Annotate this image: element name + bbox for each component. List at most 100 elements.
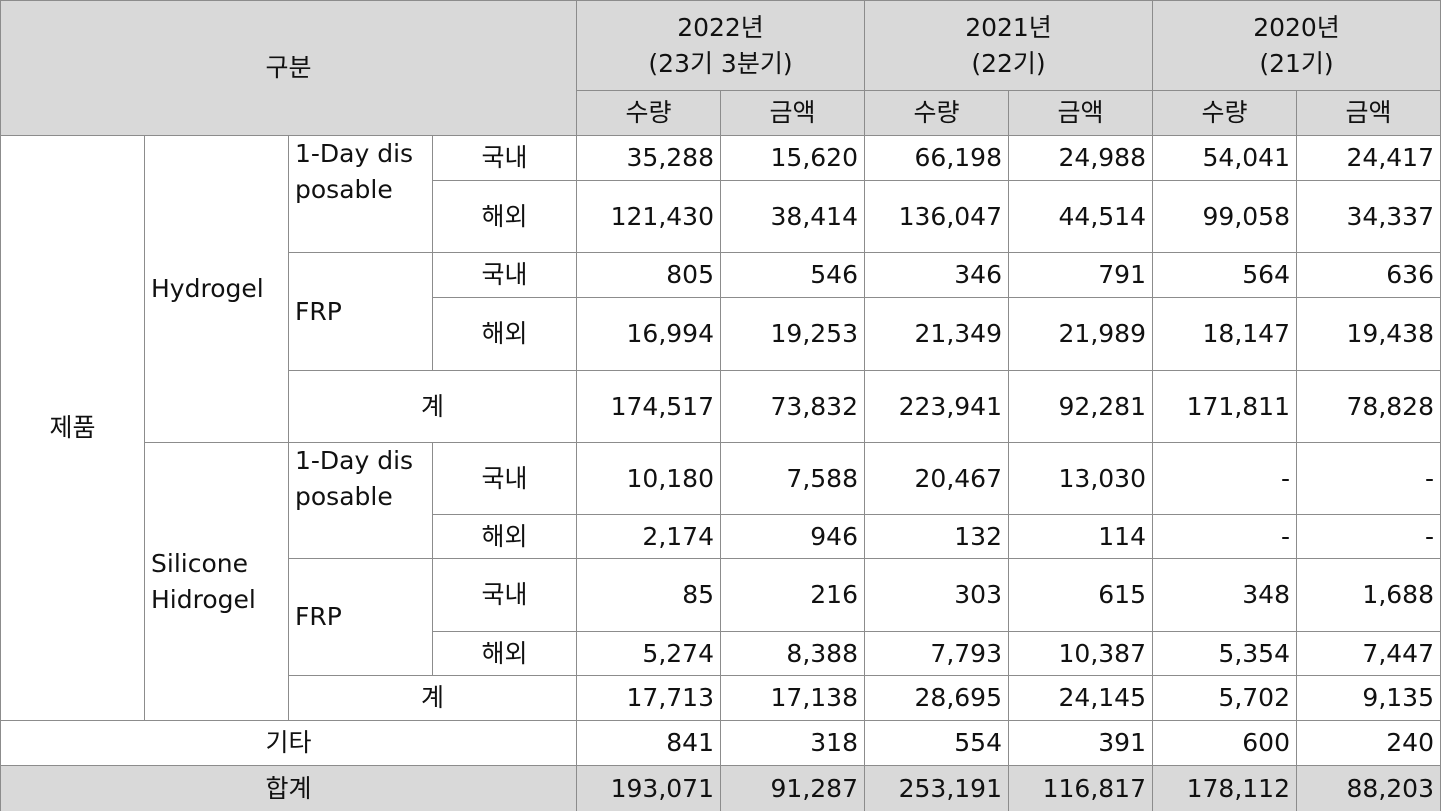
value-cell: 73,832 bbox=[720, 370, 865, 443]
value-cell: 193,071 bbox=[576, 765, 721, 811]
region-cell: 해외 bbox=[432, 180, 577, 253]
period-header: 2020년 (21기) bbox=[1152, 0, 1441, 91]
region-cell: 해외 bbox=[432, 631, 577, 676]
period-term: (21기) bbox=[1259, 48, 1334, 78]
value-cell: 216 bbox=[720, 558, 865, 632]
value-cell: - bbox=[1152, 514, 1297, 559]
table-row: 계 174,517 73,832 223,941 92,281 171,811 78,828 bbox=[1, 370, 1441, 443]
value-cell: 7,447 bbox=[1296, 631, 1441, 676]
value-cell: 24,417 bbox=[1296, 135, 1441, 181]
value-cell: 615 bbox=[1008, 558, 1153, 632]
period-header: 2021년 (22기) bbox=[864, 0, 1153, 91]
value-cell: 116,817 bbox=[1008, 765, 1153, 811]
value-cell: 9,135 bbox=[1296, 675, 1441, 721]
grand-total-label: 합계 bbox=[0, 765, 577, 811]
value-cell: 841 bbox=[576, 720, 721, 766]
column-header: 수량 bbox=[864, 90, 1009, 136]
table-row: 해외 121,430 38,414 136,047 44,514 99,058 34,337 bbox=[1, 180, 1441, 253]
value-cell: 391 bbox=[1008, 720, 1153, 766]
column-header: 수량 bbox=[1152, 90, 1297, 136]
value-cell: 24,988 bbox=[1008, 135, 1153, 181]
period-year: 2021년 bbox=[965, 12, 1052, 42]
value-cell: 171,811 bbox=[1152, 370, 1297, 443]
value-cell: 20,467 bbox=[864, 442, 1009, 515]
value-cell: 223,941 bbox=[864, 370, 1009, 443]
value-cell: 174,517 bbox=[576, 370, 721, 443]
region-cell: 국내 bbox=[432, 442, 577, 515]
table-row: Silicone Hidrogel 1-Day disposable 국내 10,18… bbox=[1, 442, 1441, 721]
value-cell: - bbox=[1296, 442, 1441, 515]
product-cell: 1-Day disposable bbox=[288, 135, 433, 253]
value-cell: 5,274 bbox=[576, 631, 721, 676]
value-cell: 136,047 bbox=[864, 180, 1009, 253]
value-cell: 1,688 bbox=[1296, 558, 1441, 632]
period-year: 2022년 bbox=[677, 12, 764, 42]
value-cell: 5,354 bbox=[1152, 631, 1297, 676]
value-cell: 10,180 bbox=[576, 442, 721, 515]
value-cell: 303 bbox=[864, 558, 1009, 632]
value-cell: 24,145 bbox=[1008, 675, 1153, 721]
value-cell: 21,349 bbox=[864, 297, 1009, 371]
value-cell: 54,041 bbox=[1152, 135, 1297, 181]
value-cell: 600 bbox=[1152, 720, 1297, 766]
table-row: 제품 Hydrogel 1-Day disposable 국내 35,288 15,620… bbox=[0, 135, 1441, 721]
table-row: FRP 국내 805 546 346 791 564 636 bbox=[1, 252, 1441, 371]
value-cell: 15,620 bbox=[720, 135, 865, 181]
value-cell: 21,989 bbox=[1008, 297, 1153, 371]
product-cell: 1-Day disposable bbox=[288, 442, 433, 559]
subgroup-cell: Silicone Hidrogel bbox=[144, 442, 289, 721]
value-cell: 88,203 bbox=[1296, 765, 1441, 811]
group-cell: 제품 bbox=[0, 135, 145, 721]
value-cell: 791 bbox=[1008, 252, 1153, 298]
column-header: 수량 bbox=[576, 90, 721, 136]
value-cell: 28,695 bbox=[864, 675, 1009, 721]
table-row: FRP 국내 85 216 303 615 348 1,688 bbox=[1, 558, 1441, 676]
value-cell: 114 bbox=[1008, 514, 1153, 559]
value-cell: 8,388 bbox=[720, 631, 865, 676]
value-cell: 66,198 bbox=[864, 135, 1009, 181]
value-cell: 17,713 bbox=[576, 675, 721, 721]
value-cell: 805 bbox=[576, 252, 721, 298]
value-cell: 636 bbox=[1296, 252, 1441, 298]
table-row: 해외 5,274 8,388 7,793 10,387 5,354 7,447 bbox=[1, 631, 1441, 676]
value-cell: 318 bbox=[720, 720, 865, 766]
value-cell: 253,191 bbox=[864, 765, 1009, 811]
other-label: 기타 bbox=[0, 720, 577, 766]
column-header: 금액 bbox=[720, 90, 865, 136]
table-row: 해외 16,994 19,253 21,349 21,989 18,147 19,438 bbox=[1, 297, 1441, 371]
region-cell: 국내 bbox=[432, 558, 577, 632]
value-cell: 10,387 bbox=[1008, 631, 1153, 676]
period-year: 2020년 bbox=[1253, 12, 1340, 42]
value-cell: 346 bbox=[864, 252, 1009, 298]
subtotal-label: 계 bbox=[288, 675, 577, 721]
value-cell: 132 bbox=[864, 514, 1009, 559]
value-cell: - bbox=[1152, 442, 1297, 515]
region-cell: 국내 bbox=[432, 135, 577, 181]
table-row: 수량 금액 수량 금액 수량 금액 bbox=[1, 90, 1441, 136]
table-row: 기타 841 318 554 391 600 240 bbox=[0, 720, 1441, 766]
value-cell: 44,514 bbox=[1008, 180, 1153, 253]
value-cell: 16,994 bbox=[576, 297, 721, 371]
value-cell: 92,281 bbox=[1008, 370, 1153, 443]
value-cell: - bbox=[1296, 514, 1441, 559]
value-cell: 348 bbox=[1152, 558, 1297, 632]
value-cell: 240 bbox=[1296, 720, 1441, 766]
value-cell: 34,337 bbox=[1296, 180, 1441, 253]
table-row: 해외 2,174 946 132 114- - bbox=[1, 514, 1441, 559]
value-cell: 91,287 bbox=[720, 765, 865, 811]
value-cell: 38,414 bbox=[720, 180, 865, 253]
value-cell: 178,112 bbox=[1152, 765, 1297, 811]
value-cell: 5,702 bbox=[1152, 675, 1297, 721]
header-category: 구분 bbox=[0, 0, 577, 136]
period-term: (22기) bbox=[971, 48, 1046, 78]
value-cell: 946 bbox=[720, 514, 865, 559]
table-row: 계 17,713 17,138 28,695 24,145 5,702 9,135 bbox=[1, 675, 1441, 721]
value-cell: 7,588 bbox=[720, 442, 865, 515]
value-cell: 18,147 bbox=[1152, 297, 1297, 371]
table-row: 구분 2022년 (23기 3분기) 2021년 (22기) 2020년 (21기) bbox=[0, 0, 1441, 136]
region-cell: 해외 bbox=[432, 514, 577, 559]
column-header: 금액 bbox=[1296, 90, 1441, 136]
value-cell: 99,058 bbox=[1152, 180, 1297, 253]
